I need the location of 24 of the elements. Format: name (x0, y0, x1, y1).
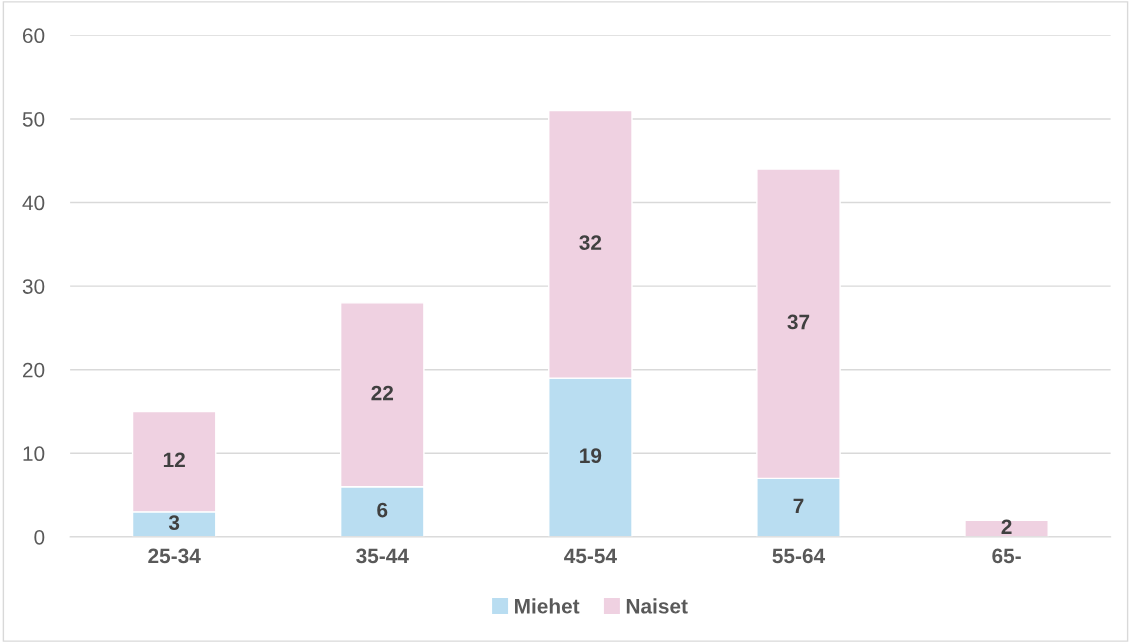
legend-label: Miehet (515, 598, 580, 614)
data-label: 2 (1001, 519, 1012, 534)
x-tick-label: 25-34 (148, 548, 201, 564)
data-label: 22 (371, 385, 394, 401)
x-tick-label: 45-54 (564, 548, 617, 564)
data-label: 32 (579, 235, 602, 250)
data-label: 3 (168, 515, 180, 530)
y-tick-label: 0 (34, 529, 45, 545)
x-tick-label: 65- (992, 548, 1021, 564)
y-tick-label: 10 (23, 446, 45, 462)
y-tick-label: 20 (23, 362, 45, 378)
data-label: 19 (580, 448, 602, 464)
data-label: 12 (163, 452, 185, 468)
y-tick-label: 60 (23, 28, 45, 44)
legend-label: Naiset (626, 598, 688, 614)
y-tick-label: 30 (22, 279, 45, 294)
data-label: 7 (793, 498, 804, 514)
y-tick-label: 40 (22, 195, 45, 211)
data-label: 6 (377, 502, 388, 518)
data-label: 37 (787, 314, 810, 330)
x-tick-label: 55-64 (772, 548, 826, 564)
x-tick-label: 35-44 (356, 548, 409, 564)
bar (964, 519, 1049, 537)
y-tick-label: 50 (22, 111, 45, 127)
